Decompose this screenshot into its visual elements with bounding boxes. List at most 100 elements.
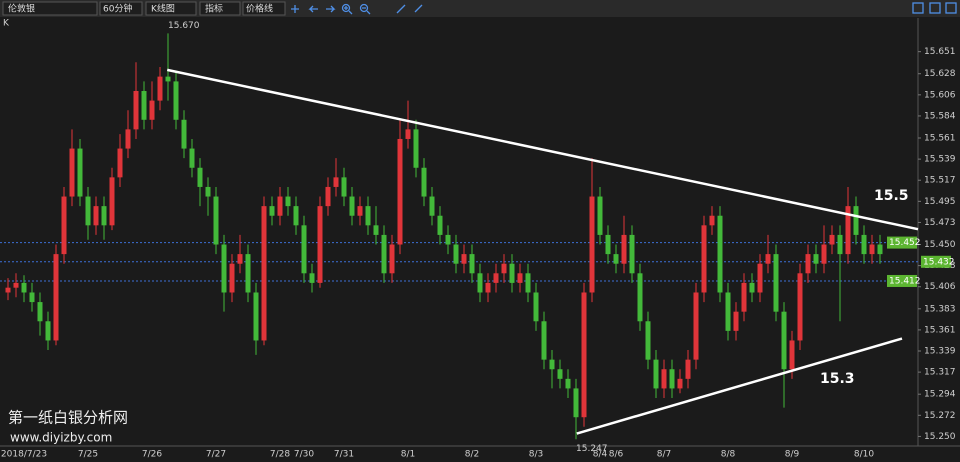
candle-body bbox=[477, 273, 483, 293]
candle-body bbox=[317, 206, 323, 283]
candle-body bbox=[685, 359, 691, 379]
candle-body bbox=[669, 369, 675, 389]
candle-body bbox=[493, 273, 499, 283]
candle-body bbox=[389, 244, 395, 274]
candle-body bbox=[637, 273, 643, 322]
x-tick-label: 8/1 bbox=[401, 450, 415, 460]
candle-body bbox=[661, 369, 667, 389]
candle-body bbox=[693, 292, 699, 360]
trendline bbox=[166, 68, 919, 231]
tool-icons[interactable] bbox=[291, 2, 957, 15]
candle-body bbox=[581, 292, 587, 418]
candle-body bbox=[301, 225, 307, 274]
price-line: 价格线 bbox=[246, 3, 273, 15]
candle-body bbox=[597, 196, 603, 235]
y-tick-label: 15.406 bbox=[924, 282, 956, 292]
price-line-select[interactable] bbox=[242, 1, 286, 16]
candle-body bbox=[781, 311, 787, 370]
price-label-box bbox=[887, 236, 917, 249]
candle-body bbox=[309, 273, 315, 283]
candle-body bbox=[149, 100, 155, 120]
chart-kind: K线图 bbox=[151, 3, 175, 15]
candle-body bbox=[157, 76, 163, 101]
candle-body bbox=[605, 234, 611, 255]
x-tick-label: 7/30 bbox=[294, 450, 314, 460]
candle-body bbox=[397, 138, 403, 245]
watermark-url: www.diyizby.com bbox=[10, 431, 112, 445]
candle-body bbox=[13, 282, 19, 288]
y-tick-label: 15.517 bbox=[924, 176, 956, 186]
trendline bbox=[576, 337, 903, 435]
price-label: 15.452 bbox=[889, 238, 921, 248]
candle-body bbox=[333, 177, 339, 187]
candle-body bbox=[501, 263, 507, 274]
candle-body bbox=[845, 206, 851, 255]
candle-body bbox=[341, 177, 347, 197]
candle-body bbox=[485, 282, 491, 293]
chart-kind-select[interactable] bbox=[145, 1, 197, 16]
y-tick-label: 15.250 bbox=[924, 432, 956, 442]
candle-body bbox=[181, 119, 187, 149]
x-tick-label: 8/2 bbox=[465, 450, 479, 460]
candle-body bbox=[717, 215, 723, 293]
y-tick-label: 15.339 bbox=[924, 347, 956, 357]
candle-body bbox=[197, 167, 203, 187]
candle-body bbox=[533, 292, 539, 322]
x-tick-label: 7/28 bbox=[270, 450, 290, 460]
candle-body bbox=[277, 196, 283, 216]
candle-body bbox=[701, 225, 707, 293]
candle-body bbox=[653, 359, 659, 389]
price-label-box bbox=[921, 255, 951, 268]
candle-body bbox=[5, 287, 11, 293]
y-tick-label: 15.383 bbox=[924, 304, 956, 314]
candle-body bbox=[509, 263, 515, 283]
x-tick-label: 7/25 bbox=[78, 450, 98, 460]
x-tick-label: 7/27 bbox=[206, 450, 226, 460]
y-tick-label: 15.272 bbox=[924, 411, 956, 421]
period-select[interactable] bbox=[99, 1, 143, 16]
toolbar-bg bbox=[0, 0, 960, 17]
candle-body bbox=[125, 129, 131, 149]
candle-body bbox=[293, 206, 299, 226]
x-tick-label: 2018/7/23 bbox=[1, 450, 47, 460]
candle-body bbox=[797, 273, 803, 341]
y-tick-label: 15.584 bbox=[924, 111, 956, 121]
low-label: 15.247 bbox=[576, 444, 608, 454]
candle-body bbox=[813, 254, 819, 264]
candle-body bbox=[741, 282, 747, 312]
candle-body bbox=[821, 244, 827, 264]
candle-body bbox=[773, 254, 779, 312]
candle-body bbox=[589, 196, 595, 293]
y-tick-label: 15.628 bbox=[924, 69, 956, 79]
candle-body bbox=[517, 273, 523, 283]
candle-body bbox=[829, 234, 835, 245]
x-tick-label: 8/3 bbox=[529, 450, 543, 460]
y-tick-label: 15.473 bbox=[924, 218, 956, 228]
candle-body bbox=[381, 234, 387, 274]
candle-body bbox=[557, 369, 563, 379]
candle-body bbox=[53, 254, 59, 341]
candle-body bbox=[469, 254, 475, 274]
candle-body bbox=[253, 292, 259, 341]
x-tick-label: 7/26 bbox=[142, 450, 162, 460]
candle-body bbox=[525, 273, 531, 293]
candle-body bbox=[613, 254, 619, 264]
x-tick-label: 8/10 bbox=[854, 450, 874, 460]
candle-body bbox=[37, 302, 43, 322]
candle-body bbox=[645, 321, 651, 360]
candle-body bbox=[429, 196, 435, 216]
candle-body bbox=[189, 148, 195, 168]
candle-body bbox=[237, 254, 243, 264]
y-tick-label: 15.317 bbox=[924, 368, 956, 378]
candle-body bbox=[29, 292, 35, 303]
candle-body bbox=[677, 378, 683, 389]
candle-body bbox=[325, 186, 331, 207]
price-label: 15.432 bbox=[923, 257, 955, 267]
symbol-select[interactable] bbox=[2, 1, 98, 16]
candle-body bbox=[213, 196, 219, 245]
indicator: 指标 bbox=[205, 3, 223, 15]
high-label: 15.670 bbox=[168, 21, 200, 31]
indicator-select[interactable] bbox=[199, 1, 241, 16]
y-tick-label: 15.450 bbox=[924, 240, 956, 250]
